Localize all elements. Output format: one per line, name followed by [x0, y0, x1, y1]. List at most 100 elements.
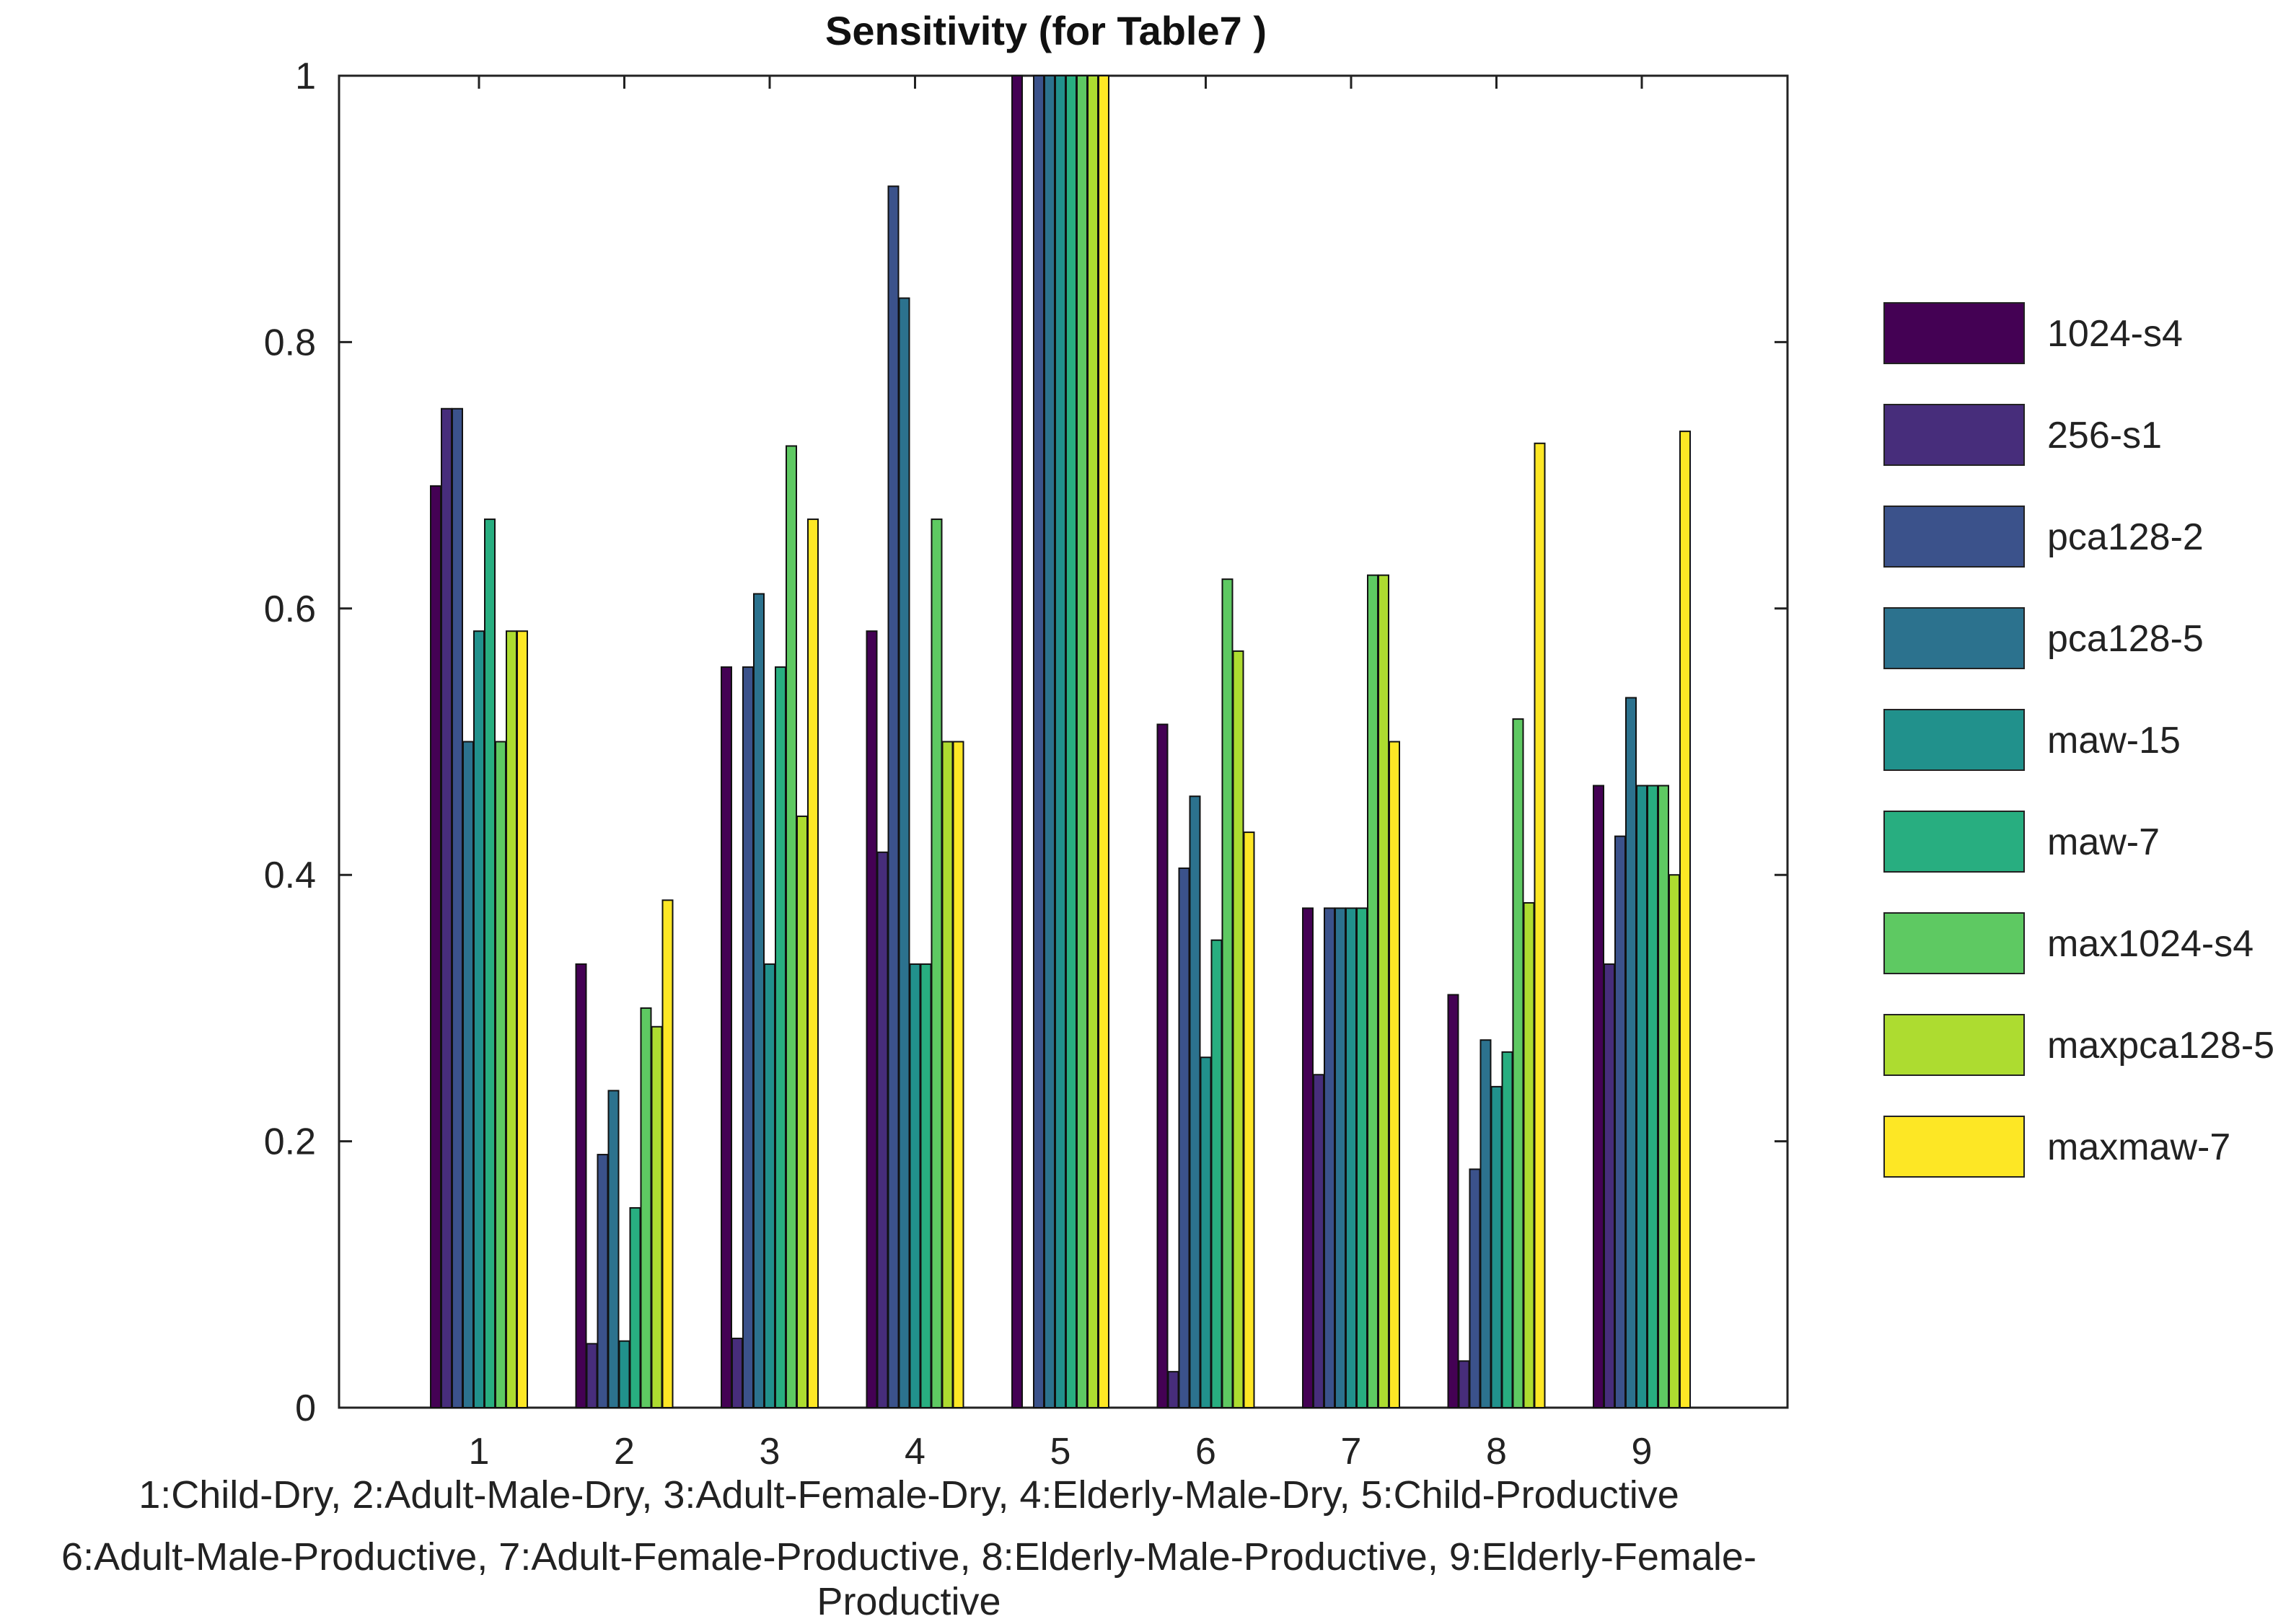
bar-pca128-5-cat-2 [607, 1090, 620, 1408]
bar-pca128-2-cat-3 [742, 666, 754, 1408]
x-tick-label: 7 [1341, 1431, 1362, 1473]
bar-maw-15-cat-7 [1345, 907, 1357, 1408]
legend-label-maxmaw-7: maxmaw-7 [2047, 1126, 2230, 1168]
bar-1024-s4-cat-4 [866, 630, 878, 1408]
bar-max1024-s4-cat-2 [640, 1007, 652, 1408]
legend-label-1024-s4: 1024-s4 [2047, 313, 2183, 355]
bar-pca128-2-cat-7 [1324, 907, 1335, 1408]
legend-swatch-1024-s4 [1883, 302, 2025, 364]
bar-maxpca128-5-cat-5 [1087, 75, 1099, 1408]
bar-1024-s4-cat-9 [1593, 785, 1604, 1409]
bar-256-s1-cat-2 [586, 1343, 598, 1408]
bar-maxmaw-7-cat-1 [516, 630, 528, 1408]
bar-maxpca128-5-cat-3 [796, 815, 808, 1408]
x-tick-label: 9 [1632, 1431, 1653, 1473]
legend-label-maxpca128-5: maxpca128-5 [2047, 1025, 2274, 1067]
bar-maxpca128-5-cat-7 [1378, 574, 1389, 1408]
bar-maw-7-cat-7 [1356, 907, 1368, 1408]
bar-pca128-5-cat-8 [1479, 1039, 1492, 1409]
bar-1024-s4-cat-1 [430, 485, 441, 1408]
bar-pca128-2-cat-5 [1033, 75, 1045, 1408]
bar-256-s1-cat-4 [876, 851, 889, 1408]
bar-pca128-5-cat-9 [1625, 697, 1637, 1408]
x-axis-label-line-2: 6:Adult-Male-Productive, 7:Adult-Female-… [61, 1535, 1756, 1623]
bar-256-s1-cat-3 [731, 1337, 743, 1409]
bar-maxmaw-7-cat-8 [1534, 442, 1546, 1408]
legend-swatch-maw-7 [1883, 811, 2025, 873]
x-tick-label: 5 [1050, 1431, 1071, 1473]
bar-maxpca128-5-cat-4 [941, 741, 954, 1408]
bar-maxmaw-7-cat-6 [1243, 831, 1255, 1408]
bar-max1024-s4-cat-6 [1221, 578, 1234, 1408]
bar-maw-15-cat-8 [1490, 1085, 1503, 1409]
bar-256-s1-cat-7 [1313, 1074, 1324, 1408]
bar-256-s1-cat-6 [1167, 1371, 1179, 1408]
bar-maw-7-cat-1 [484, 518, 496, 1408]
legend-swatch-maxmaw-7 [1883, 1116, 2025, 1178]
legend-swatch-pca128-2 [1883, 506, 2025, 568]
legend-label-max1024-s4: max1024-s4 [2047, 923, 2253, 965]
x-tick-label: 2 [614, 1431, 635, 1473]
legend-label-pca128-5: pca128-5 [2047, 618, 2204, 660]
bar-maw-15-cat-4 [909, 963, 921, 1408]
bar-maxmaw-7-cat-5 [1098, 75, 1109, 1408]
bar-max1024-s4-cat-3 [786, 445, 797, 1409]
bar-1024-s4-cat-8 [1447, 994, 1459, 1409]
x-tick-label: 6 [1195, 1431, 1216, 1473]
bar-maw-7-cat-8 [1501, 1051, 1513, 1408]
bar-1024-s4-cat-6 [1156, 723, 1169, 1408]
bar-1024-s4-cat-3 [721, 666, 732, 1408]
bar-pca128-2-cat-2 [597, 1154, 609, 1408]
bar-pca128-2-cat-9 [1614, 835, 1626, 1408]
bar-maxmaw-7-cat-4 [952, 741, 964, 1408]
bar-max1024-s4-cat-7 [1367, 574, 1378, 1408]
legend: 1024-s4 256-s1 pca128-2 pca128-5 maw-15 maw-7… [1883, 302, 2274, 1178]
plot-area: 0 0.2 0.4 0.6 0.8 1 1 2 3 4 5 6 7 8 9 [264, 56, 1789, 1473]
bar-256-s1-cat-9 [1604, 963, 1615, 1408]
bar-maw-7-cat-6 [1210, 939, 1223, 1408]
y-tick-label: 0.6 [264, 588, 316, 630]
x-tick-label: 1 [469, 1431, 490, 1473]
legend-label-maw-7: maw-7 [2047, 821, 2160, 863]
y-tick-label: 0.4 [264, 855, 316, 896]
x-tick-label: 4 [905, 1431, 925, 1473]
bar-maxpca128-5-cat-2 [651, 1025, 663, 1409]
legend-swatch-max1024-s4 [1883, 912, 2025, 974]
legend-swatch-pca128-5 [1883, 607, 2025, 669]
bar-maw-7-cat-4 [920, 963, 932, 1408]
bar-maxmaw-7-cat-7 [1389, 741, 1400, 1408]
bar-pca128-2-cat-4 [887, 185, 900, 1408]
bar-maxpca128-5-cat-6 [1232, 650, 1244, 1408]
y-tick-label: 0.2 [264, 1121, 316, 1163]
x-tick-label: 8 [1486, 1431, 1507, 1473]
bar-pca128-2-cat-8 [1469, 1168, 1481, 1408]
bar-maw-7-cat-9 [1647, 785, 1658, 1409]
x-tick-label: 3 [760, 1431, 780, 1473]
legend-swatch-256-s1 [1883, 404, 2025, 466]
x-axis-label-line-1: 1:Child-Dry, 2:Adult-Male-Dry, 3:Adult-F… [138, 1473, 1679, 1517]
bar-maxmaw-7-cat-9 [1679, 431, 1691, 1408]
bar-pca128-5-cat-6 [1189, 795, 1201, 1409]
bar-pca128-5-cat-5 [1044, 75, 1055, 1408]
bar-pca128-2-cat-6 [1178, 867, 1190, 1408]
bar-maw-15-cat-3 [764, 963, 775, 1408]
bar-maw-15-cat-1 [473, 630, 485, 1408]
bar-maxpca128-5-cat-9 [1668, 874, 1680, 1408]
bar-maw-7-cat-3 [775, 666, 786, 1408]
bar-pca128-5-cat-1 [462, 741, 474, 1408]
bar-max1024-s4-cat-5 [1076, 75, 1088, 1408]
legend-swatch-maxpca128-5 [1883, 1014, 2025, 1076]
bar-1024-s4-cat-2 [575, 963, 587, 1408]
chart-title: Sensitivity (for Table7 ) [825, 8, 1267, 53]
bar-maw-15-cat-9 [1636, 785, 1648, 1409]
sensitivity-bar-chart: Sensitivity (for Table7 ) 0 0.2 0.4 0.6 0.8 1… [264, 8, 2274, 1473]
legend-label-256-s1: 256-s1 [2047, 415, 2162, 456]
bar-pca128-5-cat-3 [753, 593, 765, 1408]
bar-256-s1-cat-1 [441, 407, 452, 1408]
bar-max1024-s4-cat-4 [931, 518, 943, 1408]
bar-max1024-s4-cat-8 [1512, 718, 1524, 1408]
legend-label-pca128-2: pca128-2 [2047, 516, 2204, 558]
bar-max1024-s4-cat-1 [495, 741, 506, 1408]
bar-max1024-s4-cat-9 [1658, 785, 1669, 1409]
bar-256-s1-cat-8 [1458, 1360, 1470, 1408]
